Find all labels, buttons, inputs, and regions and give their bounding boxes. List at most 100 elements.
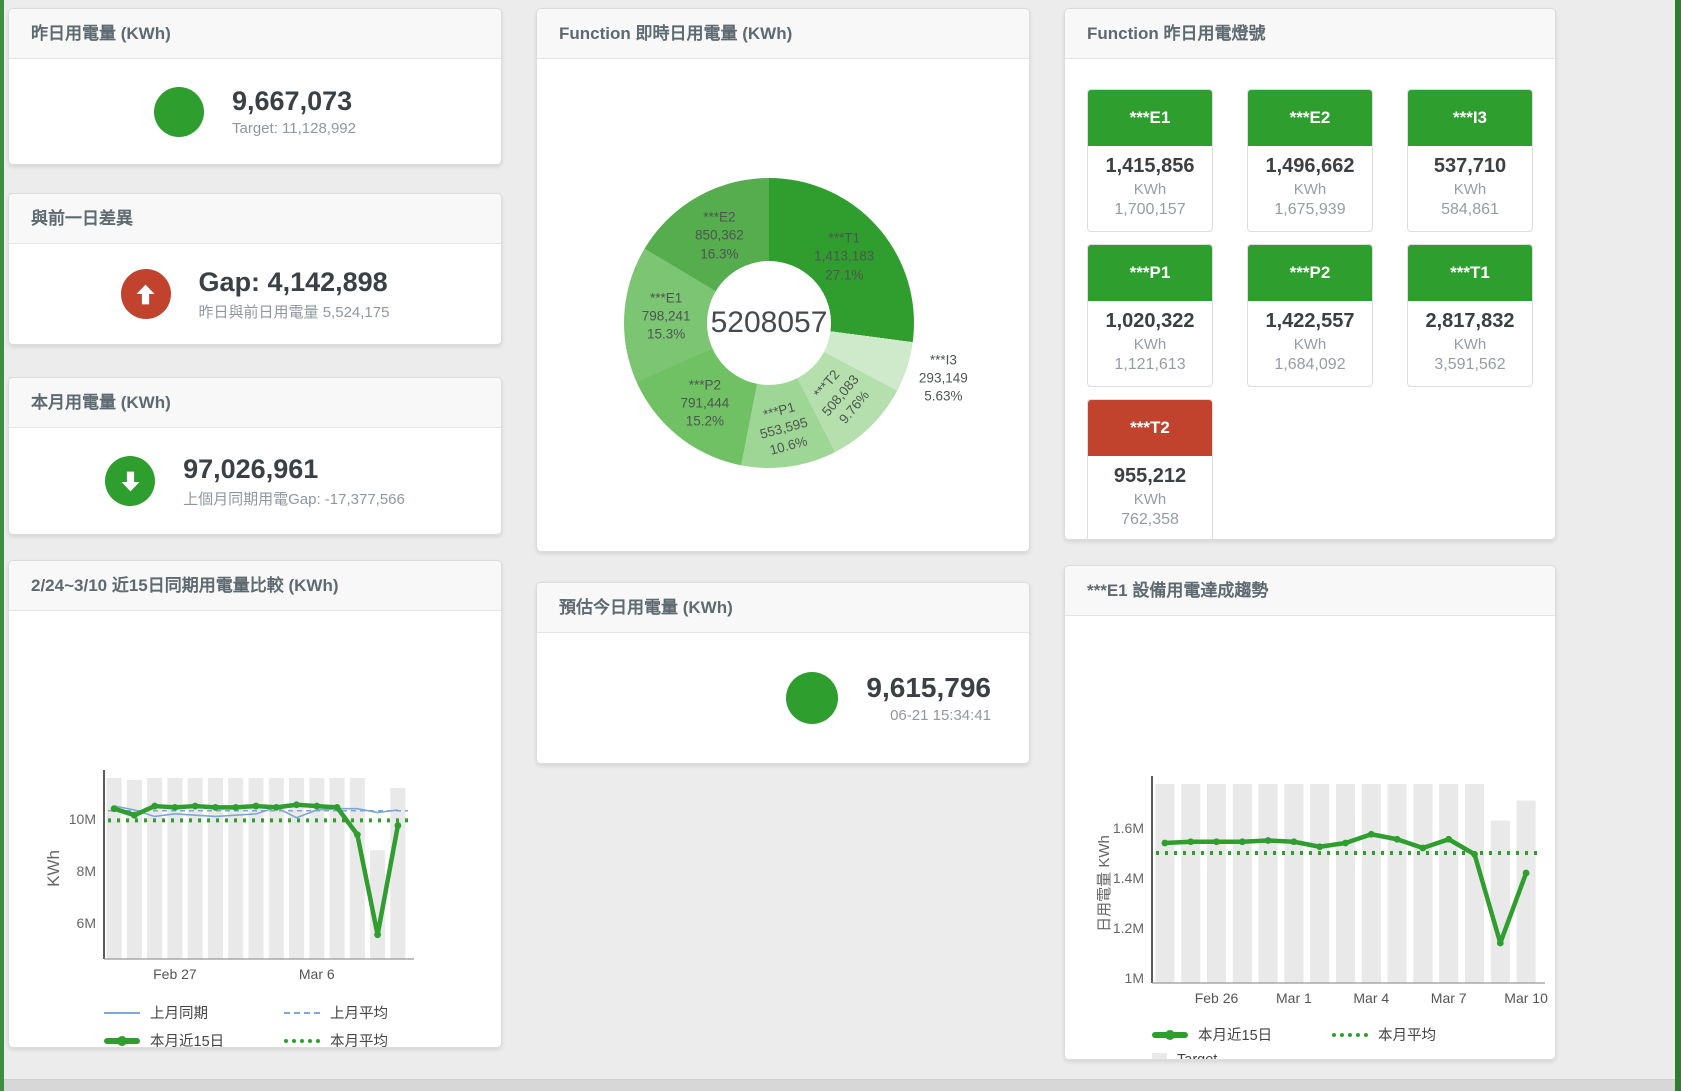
svg-text:Mar 1: Mar 1	[1276, 990, 1312, 1006]
panel-title: 與前一日差異	[31, 209, 133, 228]
panel-compare-chart: 2/24~3/10 近15日同期用電量比較 (KWh) 6M 8M 10M Feb 2…	[8, 560, 502, 1048]
tile-target-value: 1,684,092	[1274, 356, 1346, 373]
panel-estimate: 預估今日用電量 (KWh) 9,615,796 06-21 15:34:41	[536, 582, 1030, 764]
tile-kwh-value: 955,212	[1113, 465, 1187, 487]
compare-chart-legend: 上月同期上月平均本月近15日本月平均Target	[104, 1002, 501, 1048]
panel-lights: Function 昨日用電燈號 ***E1 1,415,856 KWh 1,70…	[1064, 8, 1556, 540]
blue-dash-legend-icon	[284, 1011, 320, 1014]
tile-target-value: 1,675,939	[1274, 201, 1346, 218]
panel-title: 本月用電量 (KWh)	[31, 393, 171, 412]
device-light-tile[interactable]: ***T2 955,212 KWh 762,358	[1087, 399, 1213, 539]
legend-item[interactable]: 本月近15日	[1152, 1024, 1332, 1045]
tile-kwh-value: 1,415,856	[1105, 155, 1195, 177]
svg-text:Mar 10: Mar 10	[1504, 990, 1548, 1006]
panel-header: 昨日用電量 (KWh)	[9, 9, 501, 59]
right-edge-strip	[1675, 0, 1681, 1091]
donut-slice-label: ***I3 293,149 5.63%	[918, 352, 968, 404]
svg-text:Feb 26: Feb 26	[1195, 990, 1239, 1006]
kpi-value: Gap: 4,142,898	[198, 266, 388, 297]
panel-realtime-donut: Function 即時日用電量 (KWh) 5208057 ***T1 1,413…	[536, 8, 1030, 552]
legend-item[interactable]: 本月近15日	[104, 1030, 284, 1048]
svg-text:1.4M: 1.4M	[1113, 870, 1144, 886]
gray-box-legend-icon	[1152, 1052, 1167, 1059]
tile-kwh-value: 537,710	[1433, 155, 1507, 177]
device-light-tile[interactable]: ***E1 1,415,856 KWh 1,700,157	[1087, 89, 1213, 232]
device-light-tile[interactable]: ***P1 1,020,322 KWh 1,121,613	[1087, 244, 1213, 387]
svg-text:1M: 1M	[1125, 970, 1144, 986]
legend-item[interactable]: Target	[1152, 1052, 1332, 1059]
green-dot-legend-icon	[1332, 1032, 1368, 1037]
green-thick-legend-icon	[1152, 1031, 1188, 1038]
svg-text:KWh: KWh	[44, 850, 63, 887]
legend-item[interactable]: 本月平均	[284, 1030, 464, 1048]
svg-text:1.2M: 1.2M	[1113, 920, 1144, 936]
green-dot-legend-icon	[284, 1038, 320, 1043]
panel-header: 本月用電量 (KWh)	[9, 378, 501, 428]
svg-text:6M: 6M	[77, 915, 96, 931]
tile-unit-label: KWh	[1293, 336, 1327, 353]
tile-unit-label: KWh	[1293, 181, 1327, 198]
kpi-subtext: Target: 11,128,992	[232, 120, 356, 137]
panel-gap: 與前一日差異 Gap: 4,142,898 昨日與前日用電量 5,524,175	[8, 193, 502, 345]
donut-body: 5208057 ***T1 1,413,183 27.1% ***I3 293,149 5…	[537, 59, 1029, 551]
svg-text:8M: 8M	[77, 863, 96, 879]
legend-item[interactable]: 本月平均	[1332, 1024, 1512, 1045]
legend-label: 本月平均	[1378, 1028, 1436, 1044]
horizontal-scrollbar-track[interactable]	[0, 1079, 1681, 1091]
tile-target-value: 584,861	[1441, 201, 1499, 218]
donut-center: 5208057	[707, 261, 831, 385]
kpi-subtext: 昨日與前日用電量 5,524,175	[198, 303, 390, 321]
lights-grid: ***E1 1,415,856 KWh 1,700,157 ***E2 1,49…	[1065, 59, 1555, 539]
svg-text:Feb 27: Feb 27	[153, 966, 197, 982]
tile-kwh-value: 1,020,322	[1105, 310, 1195, 332]
tile-device-label: ***P1	[1088, 245, 1212, 301]
panel-header: 2/24~3/10 近15日同期用電量比較 (KWh)	[9, 561, 501, 611]
panel-header: 與前一日差異	[9, 194, 501, 244]
tile-kwh-value: 2,817,832	[1425, 310, 1515, 332]
tile-kwh-value: 1,496,662	[1265, 155, 1355, 177]
panel-title: ***E1 設備用電達成趨勢	[1087, 581, 1269, 600]
tile-target-value: 1,700,157	[1114, 201, 1186, 218]
tile-device-label: ***P2	[1248, 245, 1372, 301]
device-light-tile[interactable]: ***T1 2,817,832 KWh 3,591,562	[1407, 244, 1533, 387]
legend-label: 上月平均	[330, 1006, 388, 1022]
compare-chart[interactable]: 6M 8M 10M Feb 27 Mar 6 KWh	[9, 611, 501, 989]
tile-unit-label: KWh	[1133, 491, 1167, 508]
panel-header: Function 即時日用電量 (KWh)	[537, 9, 1029, 59]
legend-item[interactable]: 上月同期	[104, 1002, 284, 1023]
status-circle-icon	[786, 672, 839, 724]
donut-slice-label: ***P2 791,444 15.2%	[680, 377, 730, 429]
panel-yesterday: 昨日用電量 (KWh) 9,667,073 Target: 11,128,992	[8, 8, 502, 165]
blue-line-legend-icon	[104, 1011, 140, 1014]
svg-text:10M: 10M	[69, 811, 96, 827]
device-light-tile[interactable]: ***I3 537,710 KWh 584,861	[1407, 89, 1533, 232]
tile-unit-label: KWh	[1133, 181, 1167, 198]
donut-slice-label: ***E1 798,241 15.3%	[641, 290, 691, 343]
tile-device-label: ***I3	[1408, 90, 1532, 146]
legend-label: 本月平均	[330, 1034, 388, 1048]
device-light-tile[interactable]: ***P2 1,422,557 KWh 1,684,092	[1247, 244, 1373, 387]
tile-device-label: ***E2	[1248, 90, 1372, 146]
kpi-subtext: 上個月同期用電Gap: -17,377,566	[183, 490, 405, 508]
svg-text:Mar 4: Mar 4	[1353, 990, 1389, 1006]
tile-target-value: 3,591,562	[1434, 356, 1506, 373]
svg-text:Mar 6: Mar 6	[299, 966, 335, 982]
legend-label: 本月近15日	[150, 1034, 225, 1048]
tile-device-label: ***E1	[1088, 90, 1212, 146]
panel-e1-trend: ***E1 設備用電達成趨勢 1M 1.2M 1.4M 1.6M Feb 26 Mar 1…	[1064, 565, 1556, 1060]
panel-title: 預估今日用電量 (KWh)	[559, 598, 733, 617]
panel-title: 昨日用電量 (KWh)	[31, 24, 171, 43]
legend-item[interactable]: 上月平均	[284, 1002, 464, 1023]
tile-unit-label: KWh	[1133, 336, 1167, 353]
panel-month: 本月用電量 (KWh) 97,026,961 上個月同期用電Gap: -17,3…	[8, 377, 502, 535]
down-arrow-icon	[105, 456, 156, 506]
tile-target-value: 1,121,613	[1114, 356, 1186, 373]
legend-label: 上月同期	[150, 1006, 208, 1022]
up-arrow-icon	[120, 269, 171, 319]
panel-header: 預估今日用電量 (KWh)	[537, 583, 1029, 633]
tile-device-label: ***T2	[1088, 400, 1212, 456]
tile-kwh-value: 1,422,557	[1265, 310, 1355, 332]
device-light-tile[interactable]: ***E2 1,496,662 KWh 1,675,939	[1247, 89, 1373, 232]
donut-slice-label: ***E2 850,362 16.3%	[694, 209, 744, 262]
e1-trend-chart[interactable]: 1M 1.2M 1.4M 1.6M Feb 26 Mar 1 Mar 4 Mar 7 Mar 1…	[1065, 616, 1555, 1011]
